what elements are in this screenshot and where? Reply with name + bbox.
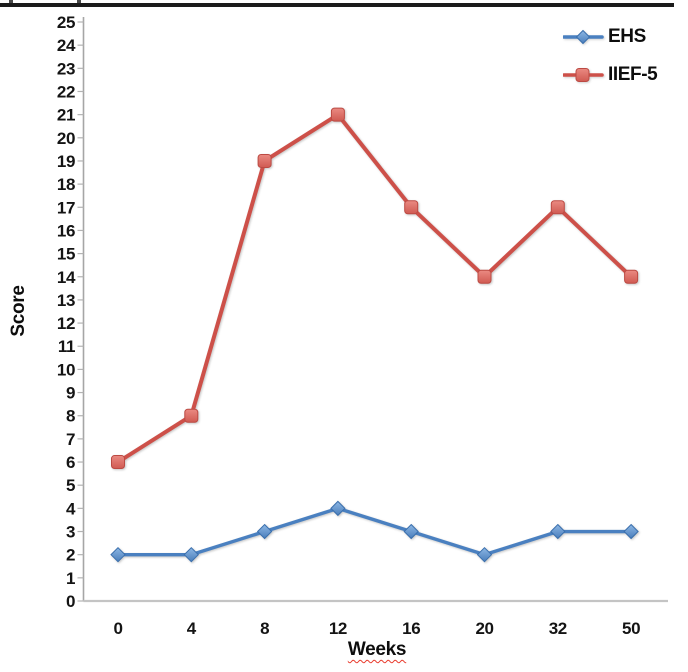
legend-label-ehs: EHS xyxy=(608,26,646,47)
square-marker xyxy=(184,408,199,423)
diamond-marker xyxy=(183,546,200,563)
diamond-marker xyxy=(623,523,639,540)
x-tick-label: 32 xyxy=(549,619,567,638)
series-line xyxy=(116,112,634,465)
ehs-legend-marker-icon xyxy=(563,29,604,45)
x-axis-title: Weeks xyxy=(347,639,407,660)
square-marker xyxy=(330,107,345,122)
square-marker xyxy=(477,269,492,284)
y-tick-label: 14 xyxy=(57,268,76,287)
square-marker xyxy=(624,269,639,284)
series-line xyxy=(116,506,633,557)
legend-diamond-marker xyxy=(575,29,591,45)
x-tick-label: 12 xyxy=(329,619,347,638)
legend-item-iief5: IIEF-5 xyxy=(563,64,658,86)
y-tick-label: 19 xyxy=(57,152,75,171)
diamond-marker xyxy=(256,523,273,540)
y-tick-label: 12 xyxy=(57,314,75,333)
y-tick-label: 15 xyxy=(57,245,75,264)
square-marker xyxy=(550,200,565,215)
y-tick-label: 4 xyxy=(66,499,76,518)
y-tick-label: 6 xyxy=(66,453,75,472)
figure-top-border xyxy=(0,3,674,7)
y-axis-ticks: 0123456789101112131415161718192021222324… xyxy=(57,13,84,611)
x-tick-label: 0 xyxy=(113,619,122,638)
y-tick-label: 10 xyxy=(57,360,75,379)
x-axis-ticks: 0 4 8 12 16 20 32 50 xyxy=(113,619,640,638)
x-tick-label: 16 xyxy=(402,619,420,638)
y-tick-label: 24 xyxy=(57,36,76,55)
legend-item-ehs: EHS xyxy=(563,26,657,48)
square-marker xyxy=(111,455,125,470)
y-tick-label: 16 xyxy=(57,221,75,240)
y-tick-label: 22 xyxy=(57,82,75,101)
cropped-text-remnant xyxy=(77,0,81,3)
legend: EHS IIEF-5 xyxy=(563,26,658,86)
y-tick-label: 23 xyxy=(57,59,75,78)
y-tick-label: 1 xyxy=(66,569,75,588)
y-tick-label: 20 xyxy=(57,129,75,148)
cropped-text-remnant xyxy=(9,0,13,3)
y-tick-label: 21 xyxy=(57,106,75,125)
square-marker xyxy=(404,200,419,215)
x-tick-label: 8 xyxy=(260,619,269,638)
x-tick-label: 4 xyxy=(187,619,197,638)
x-tick-label: 50 xyxy=(622,619,640,638)
y-tick-label: 13 xyxy=(57,291,75,310)
y-tick-label: 0 xyxy=(66,592,75,611)
square-marker xyxy=(257,153,272,168)
diamond-marker xyxy=(110,546,126,563)
y-tick-label: 18 xyxy=(57,175,75,194)
y-tick-label: 9 xyxy=(66,384,75,403)
diamond-marker xyxy=(476,546,493,563)
y-tick-label: 2 xyxy=(66,546,75,565)
diamond-marker xyxy=(403,523,419,540)
y-tick-label: 5 xyxy=(66,476,75,495)
y-tick-label: 7 xyxy=(66,430,75,449)
y-axis-title: Score xyxy=(8,285,29,337)
y-tick-label: 3 xyxy=(66,523,75,542)
iief5-series xyxy=(111,107,639,470)
x-tick-label: 20 xyxy=(475,619,493,638)
y-tick-label: 11 xyxy=(58,337,75,356)
y-tick-label: 8 xyxy=(66,407,75,426)
y-tick-label: 25 xyxy=(57,13,75,32)
diamond-marker xyxy=(550,523,566,540)
diamond-marker xyxy=(330,500,346,517)
y-tick-label: 17 xyxy=(57,198,75,217)
ehs-series xyxy=(110,500,639,563)
legend-square-marker xyxy=(575,68,590,82)
legend-label-iief5: IIEF-5 xyxy=(608,64,658,85)
iief5-legend-marker-icon xyxy=(563,68,604,82)
